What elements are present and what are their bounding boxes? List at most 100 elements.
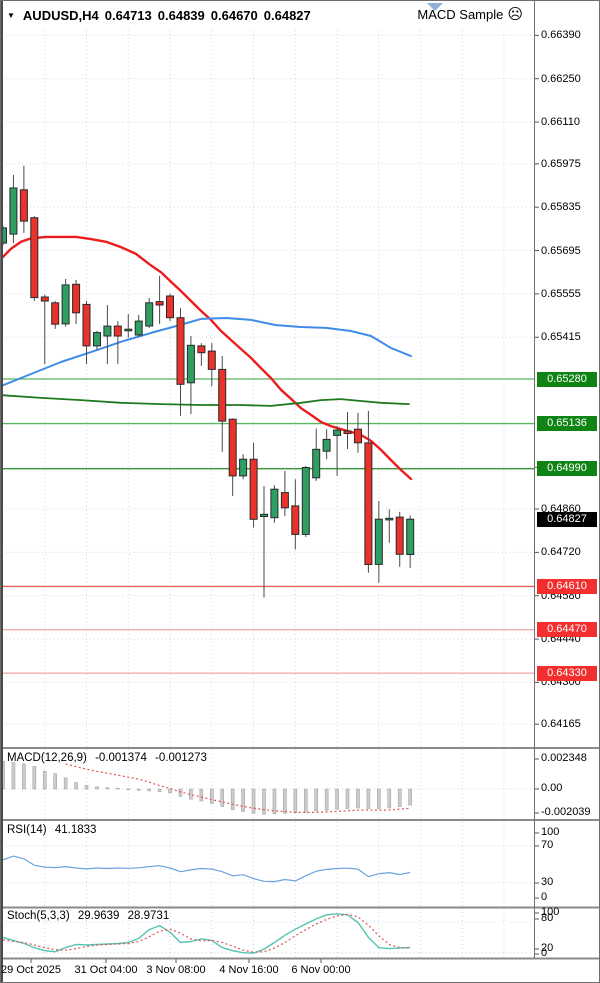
price-level-badge-red[interactable]: 0.64610	[537, 578, 597, 594]
main-chart-area	[2, 30, 534, 747]
rsi-axis-label[interactable]: 100	[541, 826, 560, 838]
macd-histogram-bar	[32, 766, 37, 790]
macd-signal-line	[65, 763, 411, 814]
macd-histogram-bar	[22, 763, 26, 790]
candle-body	[145, 302, 154, 327]
candle-body	[134, 320, 143, 336]
candle-body	[406, 518, 415, 556]
macd-histogram-bar	[53, 773, 58, 790]
macd-histogram-bar	[84, 785, 89, 790]
candle-body	[155, 301, 164, 306]
ma-fast-red	[2, 235, 413, 481]
ma-mid-blue	[2, 317, 412, 387]
macd-histogram-bar	[283, 788, 287, 814]
chart-header: ▼ AUDUSD,H4 0.64713 0.64839 0.64670 0.64…	[7, 8, 311, 23]
expert-advisor-status[interactable]: MACD Sample ☹	[417, 7, 523, 23]
candle-body	[374, 518, 383, 565]
stoch-axis-label[interactable]: 0	[541, 947, 548, 959]
price-axis-label[interactable]: 0.65695	[541, 244, 581, 257]
macd-histogram-bar	[230, 788, 235, 811]
candle-body	[333, 429, 342, 436]
candle-body	[354, 428, 362, 444]
rsi-value: 41.1833	[54, 824, 97, 836]
price-axis-label[interactable]: 0.66390	[541, 29, 581, 42]
macd-histogram-bar	[147, 788, 151, 792]
candle-body	[30, 217, 39, 299]
candle-body	[19, 189, 28, 222]
stoch-panel-title: Stoch(5,3,3) 29.9639 28.9731	[7, 910, 174, 922]
stoch-axis-label[interactable]: 20	[541, 942, 554, 954]
candle-body	[51, 302, 60, 325]
price-axis-label[interactable]: 0.66250	[541, 72, 581, 85]
price-level-badge-green[interactable]: 0.64990	[537, 461, 597, 477]
price-axis-label[interactable]: 0.66110	[541, 116, 580, 129]
candle-body	[93, 332, 101, 347]
macd-axis-label[interactable]: 0.00	[541, 782, 563, 794]
candle-body	[166, 295, 174, 319]
candle-body	[61, 284, 70, 325]
price-level-badge-green[interactable]: 0.65136	[537, 416, 597, 432]
ohlc-high: 0.64839	[157, 8, 205, 23]
time-axis-label[interactable]: 29 Oct 2025	[1, 964, 61, 976]
ohlc-close: 0.64827	[263, 8, 311, 23]
price-axis-label[interactable]: 0.65975	[541, 157, 581, 170]
rsi-line	[2, 855, 411, 883]
macd-axis-label[interactable]: -0.002039	[541, 806, 591, 818]
price-axis-label[interactable]: 0.65415	[541, 331, 581, 344]
ohlc-open: 0.64713	[104, 8, 152, 23]
macd-histogram-bar	[136, 788, 141, 791]
time-axis-label[interactable]: 4 Nov 16:00	[219, 964, 279, 976]
macd-histogram-bar	[345, 788, 350, 809]
price-axis-label[interactable]: 0.65835	[541, 201, 581, 214]
macd-histogram-bar	[63, 777, 68, 790]
macd-histogram-bar	[11, 762, 16, 790]
rsi-panel-area	[2, 821, 534, 907]
macd-histogram-bar	[74, 782, 78, 790]
macd-histogram-bar	[210, 788, 214, 804]
ohlc-low: 0.64670	[210, 8, 258, 23]
macd-histogram-bar	[189, 788, 193, 800]
rsi-axis-label[interactable]: 70	[541, 839, 554, 851]
candle-body	[103, 325, 112, 337]
candle-body	[228, 418, 237, 477]
symbol-dropdown-icon[interactable]: ▼	[7, 11, 15, 20]
candle-body	[239, 458, 248, 477]
macd-histogram-bar	[251, 788, 256, 814]
stoch-panel-area	[2, 908, 534, 958]
price-axis-label[interactable]: 0.64165	[541, 718, 581, 731]
macd-histogram-bar	[324, 788, 329, 811]
candle-body	[40, 296, 49, 302]
candle-body	[9, 187, 18, 235]
price-level-badge-red[interactable]: 0.64330	[537, 665, 597, 681]
macd-histogram-bar	[303, 788, 308, 813]
macd-label: MACD(12,26,9)	[7, 752, 87, 764]
candle-body	[301, 467, 310, 535]
rsi-axis-label[interactable]: 30	[541, 876, 554, 888]
time-axis-label[interactable]: 6 Nov 00:00	[291, 964, 351, 976]
price-axis-label[interactable]: 0.64720	[541, 546, 581, 559]
rsi-axis-label[interactable]: 0	[541, 891, 548, 903]
macd-axis-label[interactable]: 0.002348	[541, 752, 587, 764]
macd-histogram-bar	[262, 788, 266, 815]
candle-body	[270, 488, 279, 519]
stoch-axis-label[interactable]: 80	[541, 912, 554, 924]
price-axis-label[interactable]: 0.65555	[541, 287, 581, 300]
candle-body	[249, 458, 258, 520]
macd-histogram-bar	[105, 787, 110, 790]
price-level-badge-black[interactable]: 0.64827	[537, 511, 597, 527]
price-level-badge-green[interactable]: 0.65280	[537, 371, 597, 387]
ma-slow-green	[2, 394, 410, 407]
macd-histogram-bar	[116, 787, 120, 790]
stoch-k-line	[2, 913, 411, 954]
candle-body	[218, 368, 227, 422]
time-axis-label[interactable]: 3 Nov 08:00	[146, 964, 206, 976]
candle-body	[291, 505, 300, 535]
stoch-axis-label[interactable]: 100	[541, 906, 560, 918]
price-level-badge-red[interactable]: 0.64470	[537, 622, 597, 638]
macd-histogram-bar	[168, 788, 172, 794]
candle-body	[385, 517, 394, 521]
macd-histogram-bar	[199, 788, 204, 802]
time-axis-label[interactable]: 31 Oct 04:00	[74, 964, 138, 976]
